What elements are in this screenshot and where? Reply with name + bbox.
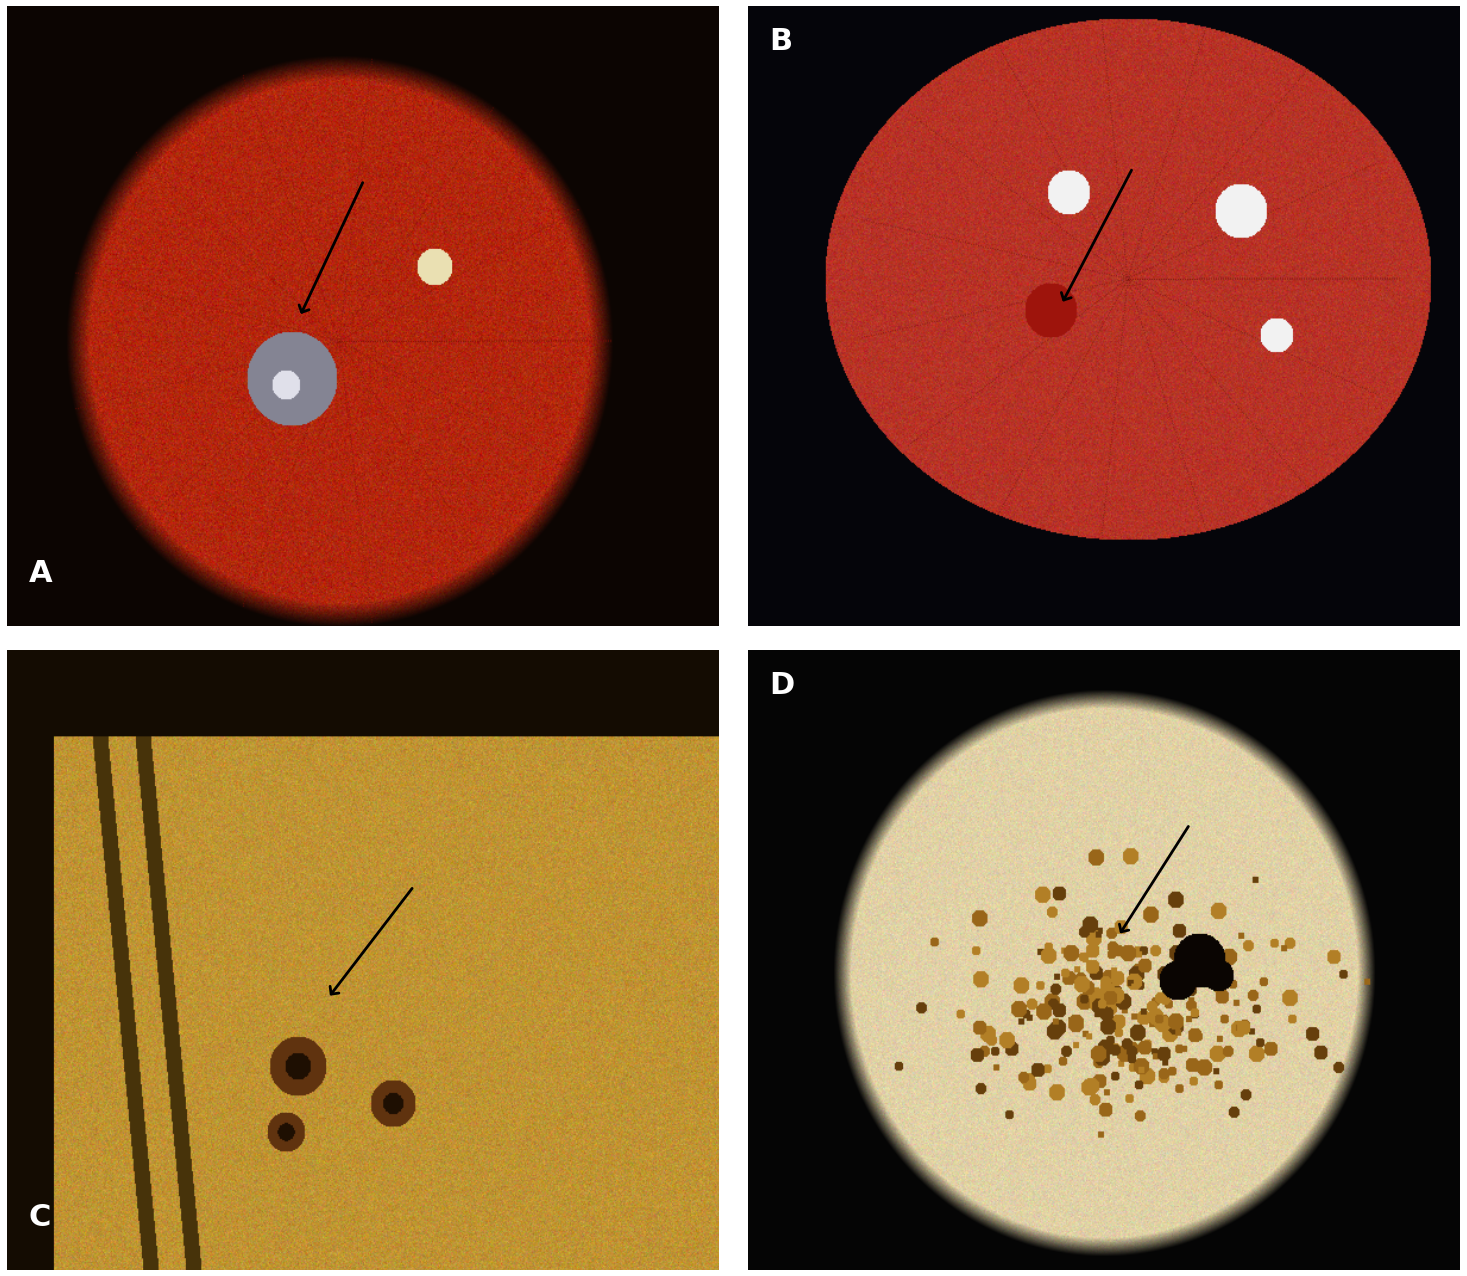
Text: D: D bbox=[769, 671, 794, 701]
Text: A: A bbox=[29, 559, 53, 588]
Text: B: B bbox=[769, 27, 792, 56]
Text: C: C bbox=[29, 1203, 51, 1233]
